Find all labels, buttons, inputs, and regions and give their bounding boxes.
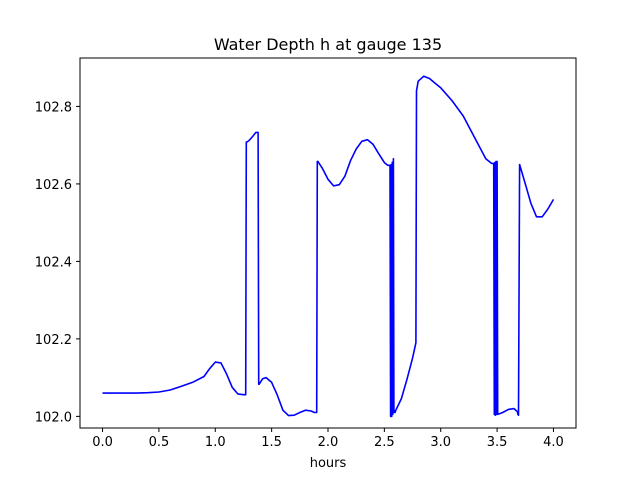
x-tick-label: 1.5 — [261, 435, 282, 450]
x-tick-label: 1.0 — [205, 435, 226, 450]
x-tick-label: 2.0 — [318, 435, 339, 450]
x-tick-label: 3.5 — [487, 435, 508, 450]
x-tick-label: 0.0 — [92, 435, 113, 450]
x-tick-label: 3.0 — [430, 435, 451, 450]
x-axis: 0.0 0.5 1.0 1.5 2.0 2.5 3.0 3.5 4.0 — [92, 428, 564, 450]
plot-area — [102, 75, 555, 418]
y-tick-label: 102.6 — [35, 178, 72, 193]
y-tick-label: 102.8 — [35, 100, 72, 115]
chart-title: Water Depth h at gauge 135 — [214, 35, 442, 54]
x-tick-label: 2.5 — [374, 435, 395, 450]
x-tick-label: 4.0 — [543, 435, 564, 450]
x-axis-label: hours — [310, 456, 347, 471]
series-line — [102, 75, 555, 418]
y-tick-label: 102.2 — [35, 333, 72, 348]
y-axis: 102.0 102.2 102.4 102.6 102.8 — [35, 100, 80, 425]
plot-frame — [79, 57, 577, 429]
y-tick-label: 102.4 — [35, 255, 72, 270]
x-tick-label: 0.5 — [149, 435, 170, 450]
y-tick-label: 102.0 — [35, 410, 72, 425]
